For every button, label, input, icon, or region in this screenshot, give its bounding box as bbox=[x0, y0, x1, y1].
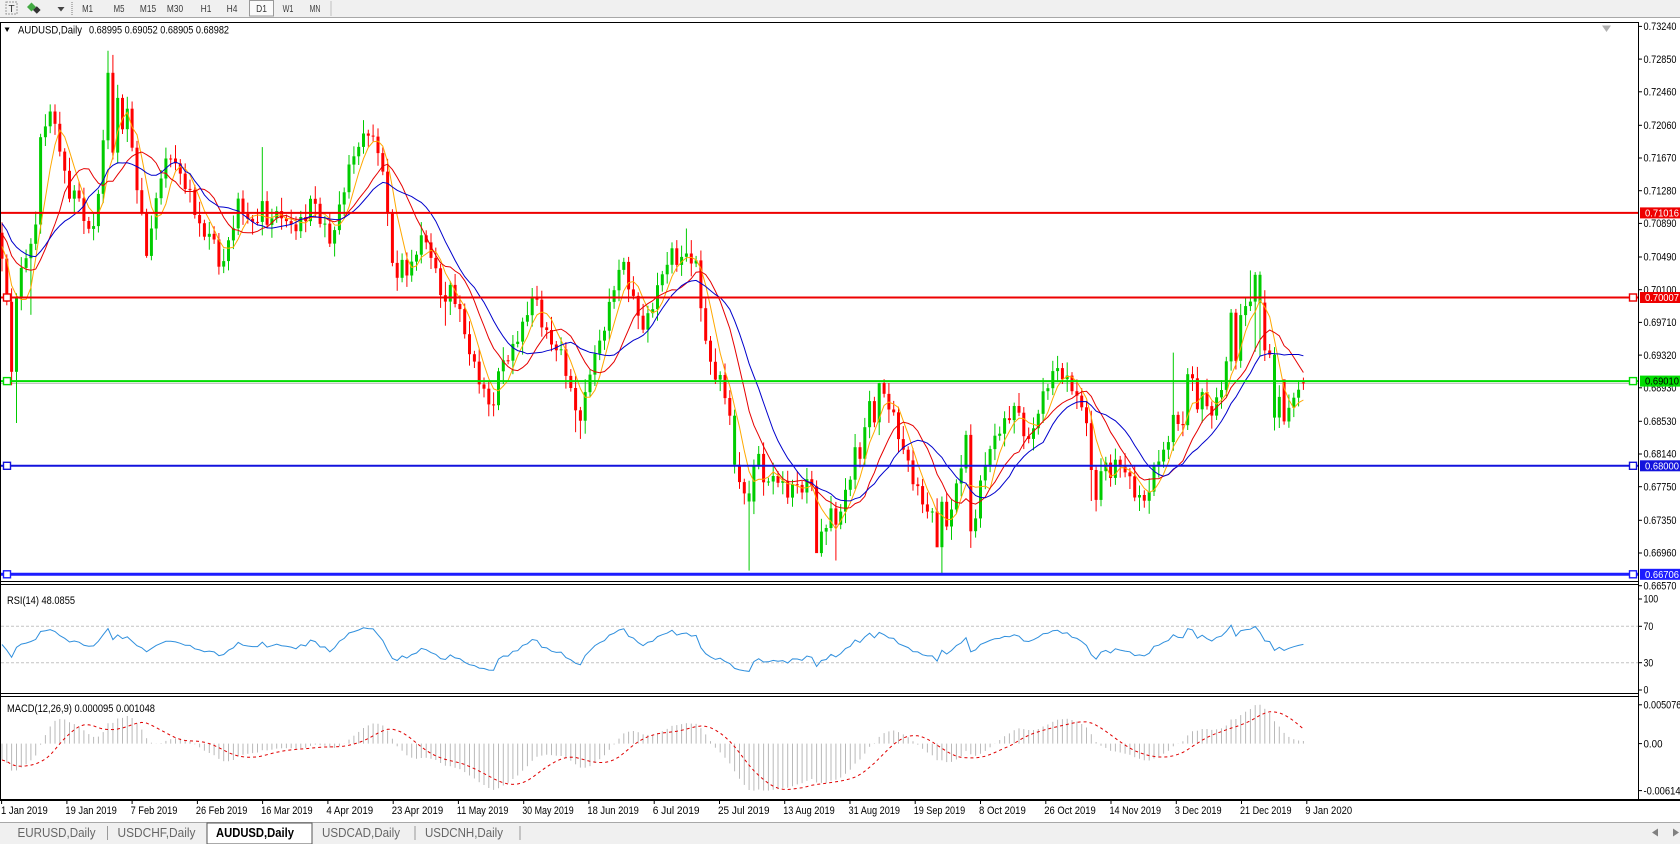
svg-text:AUDUSD,Daily: AUDUSD,Daily bbox=[216, 826, 294, 840]
svg-text:D1: D1 bbox=[256, 3, 267, 15]
svg-text:19 Sep 2019: 19 Sep 2019 bbox=[914, 805, 966, 817]
svg-text:0.71670: 0.71670 bbox=[1644, 153, 1677, 165]
svg-text:0.72060: 0.72060 bbox=[1644, 120, 1677, 132]
svg-text:AUDUSD,Daily: AUDUSD,Daily bbox=[18, 25, 82, 37]
svg-text:0.73240: 0.73240 bbox=[1644, 21, 1677, 33]
svg-text:100: 100 bbox=[1644, 594, 1659, 606]
svg-text:-0.0061481: -0.0061481 bbox=[1644, 785, 1680, 797]
svg-text:0.69710: 0.69710 bbox=[1644, 317, 1677, 329]
svg-text:MACD(12,26,9) 0.000095 0.00104: MACD(12,26,9) 0.000095 0.001048 bbox=[7, 703, 155, 715]
svg-text:0.72460: 0.72460 bbox=[1644, 87, 1677, 99]
svg-text:21 Dec 2019: 21 Dec 2019 bbox=[1240, 805, 1292, 817]
svg-text:8 Oct 2019: 8 Oct 2019 bbox=[979, 805, 1026, 817]
svg-text:70: 70 bbox=[1644, 621, 1654, 633]
svg-text:0.67750: 0.67750 bbox=[1644, 481, 1677, 493]
svg-text:0.71280: 0.71280 bbox=[1644, 185, 1677, 197]
svg-text:16 Mar 2019: 16 Mar 2019 bbox=[261, 805, 313, 817]
svg-text:0.66960: 0.66960 bbox=[1644, 548, 1677, 560]
svg-text:W1: W1 bbox=[283, 3, 294, 15]
svg-text:H4: H4 bbox=[227, 3, 238, 15]
svg-text:0.67350: 0.67350 bbox=[1644, 515, 1677, 527]
svg-text:M5: M5 bbox=[114, 3, 125, 15]
svg-text:26 Oct 2019: 26 Oct 2019 bbox=[1044, 805, 1096, 817]
svg-text:26 Feb 2019: 26 Feb 2019 bbox=[196, 805, 248, 817]
svg-text:0.70490: 0.70490 bbox=[1644, 252, 1677, 264]
svg-text:USDCHF,Daily: USDCHF,Daily bbox=[118, 826, 197, 840]
svg-text:MN: MN bbox=[310, 3, 321, 15]
svg-text:0.72850: 0.72850 bbox=[1644, 54, 1677, 66]
svg-text:USDCAD,Daily: USDCAD,Daily bbox=[322, 826, 401, 840]
svg-text:14 Nov 2019: 14 Nov 2019 bbox=[1110, 805, 1162, 817]
svg-text:0.68000: 0.68000 bbox=[1645, 461, 1679, 472]
svg-text:25 Jul 2019: 25 Jul 2019 bbox=[718, 805, 770, 817]
svg-text:0.66706: 0.66706 bbox=[1645, 570, 1679, 581]
svg-text:M1: M1 bbox=[82, 3, 93, 15]
svg-text:11 May 2019: 11 May 2019 bbox=[457, 805, 509, 817]
svg-text:M15: M15 bbox=[140, 3, 156, 15]
svg-text:7 Feb 2019: 7 Feb 2019 bbox=[131, 805, 178, 817]
svg-text:23 Apr 2019: 23 Apr 2019 bbox=[392, 805, 444, 817]
svg-text:6 Jul 2019: 6 Jul 2019 bbox=[653, 805, 700, 817]
svg-text:0.00: 0.00 bbox=[1644, 738, 1663, 750]
svg-text:0: 0 bbox=[1644, 685, 1649, 697]
svg-text:0.0050764: 0.0050764 bbox=[1644, 700, 1680, 712]
svg-text:1 Jan 2019: 1 Jan 2019 bbox=[1, 805, 48, 817]
svg-text:0.68995 0.69052 0.68905 0.6898: 0.68995 0.69052 0.68905 0.68982 bbox=[89, 25, 229, 37]
svg-text:19 Jan 2019: 19 Jan 2019 bbox=[65, 805, 117, 817]
svg-text:EURUSD,Daily: EURUSD,Daily bbox=[18, 826, 97, 840]
svg-text:0.68530: 0.68530 bbox=[1644, 416, 1677, 428]
svg-text:9 Jan 2020: 9 Jan 2020 bbox=[1305, 805, 1352, 817]
svg-text:18 Jun 2019: 18 Jun 2019 bbox=[587, 805, 639, 817]
svg-text:4 Apr 2019: 4 Apr 2019 bbox=[326, 805, 373, 817]
svg-text:0.69320: 0.69320 bbox=[1644, 350, 1677, 362]
svg-text:31 Aug 2019: 31 Aug 2019 bbox=[849, 805, 901, 817]
svg-text:H1: H1 bbox=[201, 3, 212, 15]
svg-text:T: T bbox=[8, 4, 14, 15]
svg-text:30 May 2019: 30 May 2019 bbox=[522, 805, 574, 817]
svg-text:0.68140: 0.68140 bbox=[1644, 449, 1677, 461]
svg-text:30: 30 bbox=[1644, 657, 1654, 669]
svg-text:RSI(14) 48.0855: RSI(14) 48.0855 bbox=[7, 595, 75, 607]
svg-text:0.70890: 0.70890 bbox=[1644, 218, 1677, 230]
svg-text:0.70007: 0.70007 bbox=[1645, 293, 1679, 304]
svg-text:0.66570: 0.66570 bbox=[1644, 580, 1677, 592]
svg-text:0.71016: 0.71016 bbox=[1645, 209, 1679, 220]
svg-text:USDCNH,Daily: USDCNH,Daily bbox=[425, 826, 504, 840]
svg-text:3 Dec 2019: 3 Dec 2019 bbox=[1175, 805, 1222, 817]
svg-text:M30: M30 bbox=[167, 3, 183, 15]
svg-text:13 Aug 2019: 13 Aug 2019 bbox=[783, 805, 835, 817]
svg-text:0.69010: 0.69010 bbox=[1645, 377, 1679, 388]
